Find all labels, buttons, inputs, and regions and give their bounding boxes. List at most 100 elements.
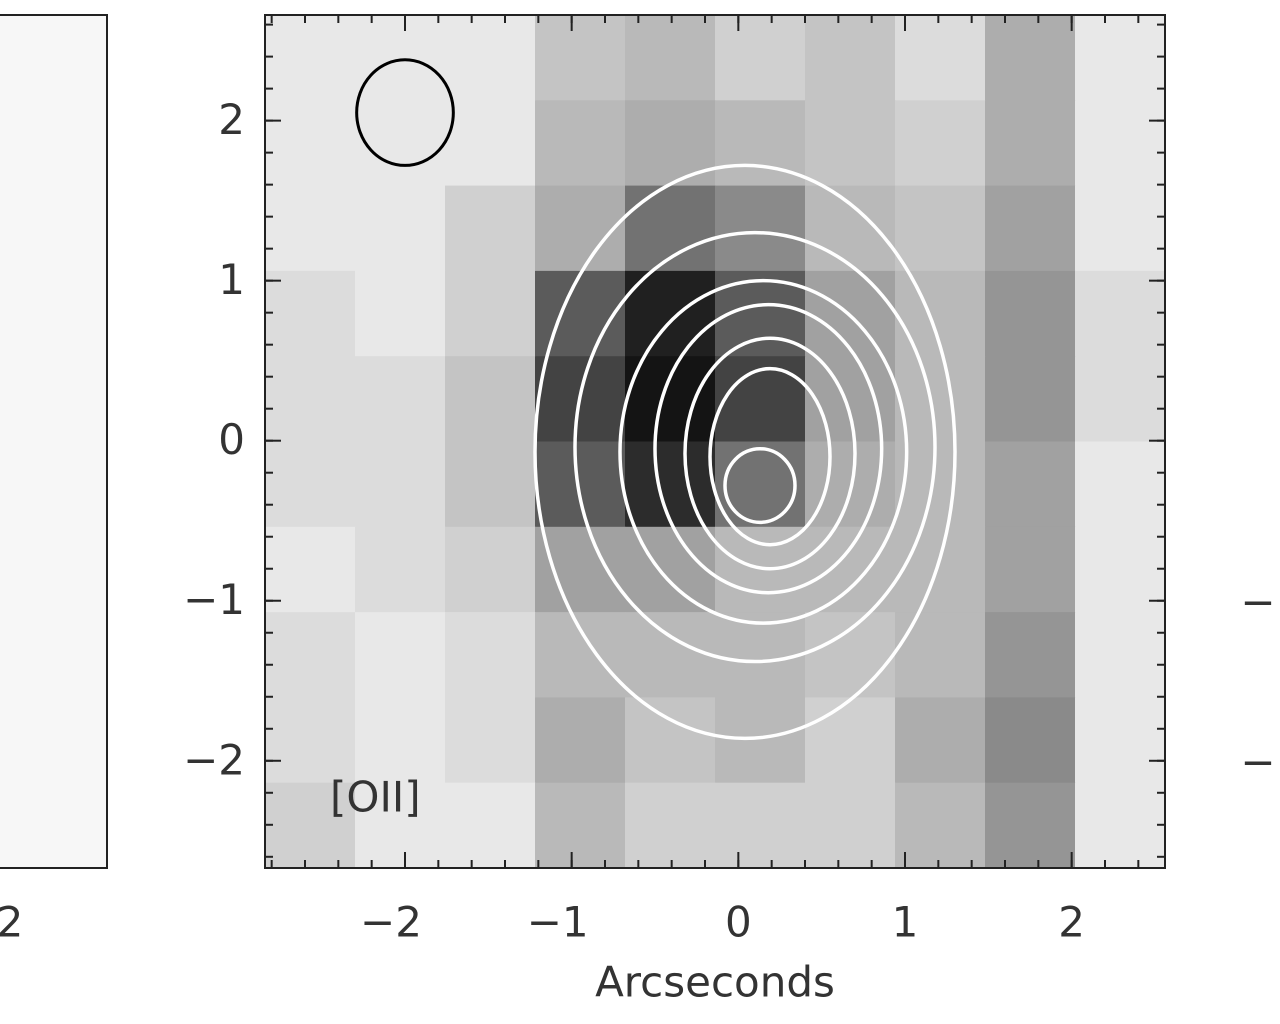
image-pixel [985,782,1076,869]
image-pixel [985,526,1076,613]
image-pixel [355,270,446,357]
image-pixel [445,441,536,528]
image-pixel [265,441,356,528]
right-panel-tick-fragment: − [1240,738,1275,787]
x-tick-label: 1 [892,898,919,947]
image-pixel [445,526,536,613]
x-tick-label: 0 [725,898,752,947]
image-pixel [985,697,1076,784]
image-pixel [985,185,1076,272]
image-pixel [1075,185,1166,272]
image-pixel [985,15,1076,101]
image-pixel [895,697,986,784]
image-pixel [1075,15,1166,101]
image-pixel [535,441,626,528]
image-pixel [1075,270,1166,357]
image-pixel [895,782,986,869]
image-pixel [805,697,896,784]
image-pixel [1075,782,1166,869]
image-pixel [715,612,806,698]
image-pixel [445,15,536,101]
contour [653,302,884,595]
contour [573,230,937,664]
image-pixel [715,185,806,272]
contour [533,163,957,741]
image-pixel [805,782,896,869]
image-pixel [1075,356,1166,442]
image-pixel [535,15,626,101]
x-tick-label: −1 [527,898,589,947]
image-pixel [355,612,446,698]
image-pixel [625,356,716,442]
image-pixel [445,782,536,869]
image-pixel [805,185,896,272]
image-pixel [715,15,806,101]
image-pixel [1075,612,1166,698]
contour [683,336,857,571]
x-tick-label: −2 [360,898,422,947]
image-pixel [895,612,986,698]
image-pixel [265,270,356,357]
contour [708,366,832,547]
image-pixel [715,441,806,528]
image-pixel [895,526,986,613]
image-pixel [985,356,1076,442]
contour [618,278,909,625]
image-pixel [625,270,716,357]
y-tick-label: 2 [218,95,245,144]
beam [355,58,455,167]
image-pixel [265,612,356,698]
image-pixel [625,441,716,528]
image-pixel [535,612,626,698]
left-panel-tick-label: 2 [0,898,23,947]
x-tick-label: 2 [1058,898,1085,947]
image-pixel [535,697,626,784]
image-pixel [895,100,986,187]
image-pixel [445,100,536,187]
image-pixel [265,15,356,101]
image-pixel [985,100,1076,187]
y-tick-label: −1 [183,575,245,624]
image-pixel [805,612,896,698]
contour [723,446,797,525]
image-pixel [445,697,536,784]
image-pixel [625,782,716,869]
image-pixel [535,782,626,869]
image-pixel [445,612,536,698]
annotation: [OII] [330,773,421,822]
image-pixel [355,100,446,187]
image-pixel [625,697,716,784]
image-pixel [445,185,536,272]
image-pixel [265,526,356,613]
image-pixel [355,526,446,613]
image-pixel [355,185,446,272]
image-pixel [355,15,446,101]
image-pixel [715,697,806,784]
image-pixel [355,356,446,442]
left-panel-frame [0,14,108,869]
image-pixel [1075,441,1166,528]
image-pixel [265,356,356,442]
image-pixel [355,697,446,784]
image-pixel [355,782,446,869]
image-pixel [805,100,896,187]
image-pixel [535,185,626,272]
right-panel-tick-fragment: − [1240,578,1275,627]
image-pixel [985,270,1076,357]
y-tick-label: −2 [183,735,245,784]
image-pixel [895,185,986,272]
image-pixel [895,356,986,442]
y-tick-label: 0 [218,415,245,464]
image-pixel [265,697,356,784]
image-pixel [445,356,536,442]
image-pixel [535,526,626,613]
y-tick-label: 1 [218,255,245,304]
image-pixel [535,100,626,187]
image-pixel [625,15,716,101]
x-axis-label: Arcseconds [595,958,835,1007]
image-pixel [895,15,986,101]
image-pixel [985,612,1076,698]
image-pixel [715,782,806,869]
